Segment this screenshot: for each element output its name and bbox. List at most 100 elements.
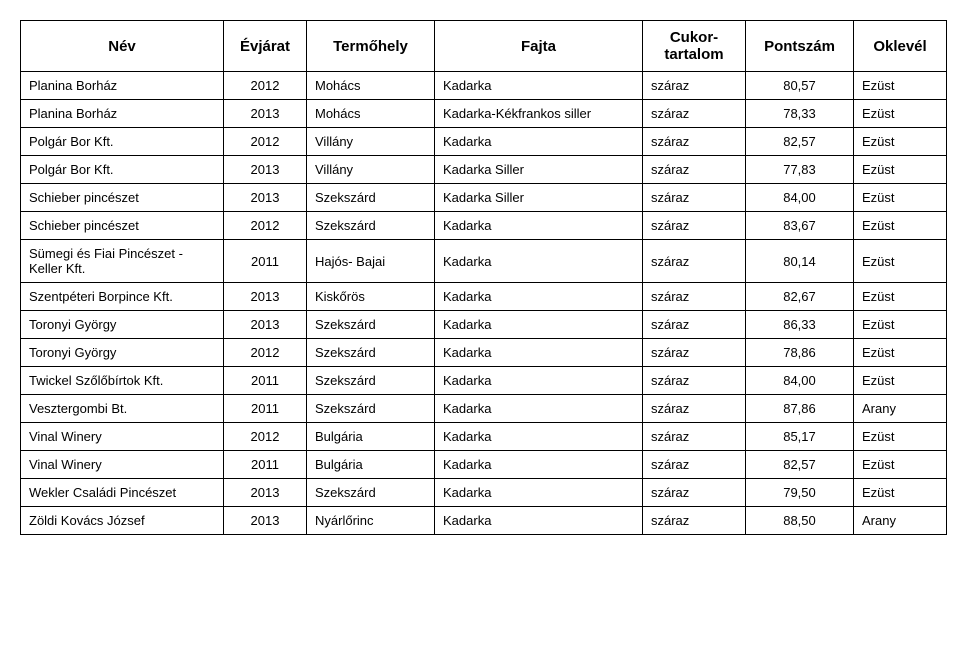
- cell-fajta: Kadarka: [435, 128, 643, 156]
- cell-pontszam: 83,67: [746, 212, 854, 240]
- cell-termohely: Bulgária: [307, 423, 435, 451]
- cell-nev: Szentpéteri Borpince Kft.: [21, 283, 224, 311]
- cell-pontszam: 80,57: [746, 72, 854, 100]
- cell-oklevel: Ezüst: [854, 100, 947, 128]
- cell-oklevel: Ezüst: [854, 339, 947, 367]
- cell-evjarat: 2011: [224, 367, 307, 395]
- wine-results-table: Név Évjárat Termőhely Fajta Cukor-tartal…: [20, 20, 947, 535]
- table-header: Név Évjárat Termőhely Fajta Cukor-tartal…: [21, 21, 947, 72]
- cell-fajta: Kadarka: [435, 72, 643, 100]
- cell-pontszam: 77,83: [746, 156, 854, 184]
- cell-termohely: Mohács: [307, 100, 435, 128]
- cell-fajta: Kadarka: [435, 507, 643, 535]
- cell-oklevel: Ezüst: [854, 240, 947, 283]
- cell-pontszam: 84,00: [746, 184, 854, 212]
- cell-fajta: Kadarka Siller: [435, 184, 643, 212]
- cell-pontszam: 78,33: [746, 100, 854, 128]
- cell-pontszam: 88,50: [746, 507, 854, 535]
- cell-evjarat: 2013: [224, 311, 307, 339]
- cell-fajta: Kadarka: [435, 423, 643, 451]
- table-row: Toronyi György2013SzekszárdKadarkaszáraz…: [21, 311, 947, 339]
- cell-fajta: Kadarka: [435, 479, 643, 507]
- cell-fajta: Kadarka: [435, 367, 643, 395]
- cell-termohely: Szekszárd: [307, 311, 435, 339]
- header-termohely: Termőhely: [307, 21, 435, 72]
- table-row: Vinal Winery2012BulgáriaKadarkaszáraz85,…: [21, 423, 947, 451]
- cell-evjarat: 2013: [224, 507, 307, 535]
- cell-evjarat: 2013: [224, 184, 307, 212]
- cell-termohely: Villány: [307, 128, 435, 156]
- header-cukor: Cukor-tartalom: [643, 21, 746, 72]
- table-row: Toronyi György2012SzekszárdKadarkaszáraz…: [21, 339, 947, 367]
- cell-nev: Schieber pincészet: [21, 212, 224, 240]
- cell-pontszam: 78,86: [746, 339, 854, 367]
- cell-pontszam: 85,17: [746, 423, 854, 451]
- cell-nev: Vesztergombi Bt.: [21, 395, 224, 423]
- header-evjarat: Évjárat: [224, 21, 307, 72]
- cell-oklevel: Ezüst: [854, 479, 947, 507]
- cell-termohely: Szekszárd: [307, 479, 435, 507]
- header-fajta: Fajta: [435, 21, 643, 72]
- cell-cukor: száraz: [643, 479, 746, 507]
- cell-termohely: Szekszárd: [307, 339, 435, 367]
- cell-cukor: száraz: [643, 451, 746, 479]
- cell-evjarat: 2012: [224, 128, 307, 156]
- table-row: Planina Borház2012MohácsKadarkaszáraz80,…: [21, 72, 947, 100]
- table-row: Wekler Családi Pincészet2013SzekszárdKad…: [21, 479, 947, 507]
- cell-termohely: Villány: [307, 156, 435, 184]
- cell-evjarat: 2012: [224, 212, 307, 240]
- cell-evjarat: 2013: [224, 156, 307, 184]
- cell-oklevel: Ezüst: [854, 184, 947, 212]
- cell-nev: Vinal Winery: [21, 423, 224, 451]
- table-row: Polgár Bor Kft.2013VillányKadarka Siller…: [21, 156, 947, 184]
- table-row: Schieber pincészet2013SzekszárdKadarka S…: [21, 184, 947, 212]
- cell-evjarat: 2013: [224, 283, 307, 311]
- cell-fajta: Kadarka: [435, 240, 643, 283]
- cell-termohely: Szekszárd: [307, 212, 435, 240]
- cell-evjarat: 2011: [224, 395, 307, 423]
- cell-oklevel: Ezüst: [854, 451, 947, 479]
- cell-cukor: száraz: [643, 423, 746, 451]
- cell-pontszam: 84,00: [746, 367, 854, 395]
- cell-cukor: száraz: [643, 128, 746, 156]
- cell-fajta: Kadarka-Kékfrankos siller: [435, 100, 643, 128]
- cell-oklevel: Ezüst: [854, 311, 947, 339]
- cell-pontszam: 82,57: [746, 128, 854, 156]
- cell-nev: Schieber pincészet: [21, 184, 224, 212]
- cell-nev: Planina Borház: [21, 72, 224, 100]
- cell-termohely: Bulgária: [307, 451, 435, 479]
- cell-cukor: száraz: [643, 240, 746, 283]
- cell-termohely: Nyárlőrinc: [307, 507, 435, 535]
- cell-cukor: száraz: [643, 367, 746, 395]
- cell-fajta: Kadarka: [435, 212, 643, 240]
- table-row: Polgár Bor Kft.2012VillányKadarkaszáraz8…: [21, 128, 947, 156]
- table-row: Twickel Szőlőbírtok Kft.2011SzekszárdKad…: [21, 367, 947, 395]
- cell-nev: Polgár Bor Kft.: [21, 128, 224, 156]
- cell-evjarat: 2013: [224, 100, 307, 128]
- cell-fajta: Kadarka: [435, 339, 643, 367]
- cell-oklevel: Ezüst: [854, 212, 947, 240]
- cell-pontszam: 82,67: [746, 283, 854, 311]
- cell-evjarat: 2012: [224, 72, 307, 100]
- cell-pontszam: 86,33: [746, 311, 854, 339]
- cell-nev: Toronyi György: [21, 311, 224, 339]
- cell-fajta: Kadarka: [435, 283, 643, 311]
- cell-cukor: száraz: [643, 395, 746, 423]
- cell-evjarat: 2012: [224, 339, 307, 367]
- cell-oklevel: Arany: [854, 507, 947, 535]
- cell-termohely: Szekszárd: [307, 184, 435, 212]
- cell-oklevel: Ezüst: [854, 72, 947, 100]
- cell-cukor: száraz: [643, 339, 746, 367]
- cell-fajta: Kadarka: [435, 311, 643, 339]
- cell-nev: Wekler Családi Pincészet: [21, 479, 224, 507]
- table-row: Zöldi Kovács József2013NyárlőrincKadarka…: [21, 507, 947, 535]
- cell-oklevel: Ezüst: [854, 128, 947, 156]
- table-row: Vesztergombi Bt.2011SzekszárdKadarkaszár…: [21, 395, 947, 423]
- cell-pontszam: 87,86: [746, 395, 854, 423]
- table-row: Planina Borház2013MohácsKadarka-Kékfrank…: [21, 100, 947, 128]
- table-row: Sümegi és Fiai Pincészet - Keller Kft.20…: [21, 240, 947, 283]
- cell-oklevel: Ezüst: [854, 283, 947, 311]
- cell-nev: Twickel Szőlőbírtok Kft.: [21, 367, 224, 395]
- cell-termohely: Hajós- Bajai: [307, 240, 435, 283]
- cell-evjarat: 2012: [224, 423, 307, 451]
